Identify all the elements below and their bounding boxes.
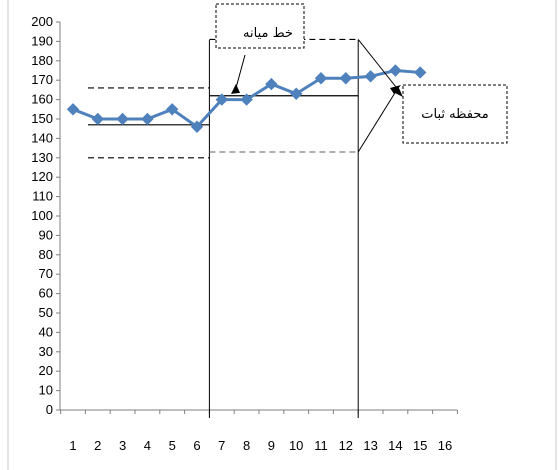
y-tick-label: 190 [31,33,53,48]
center-line-arrowhead [231,83,240,94]
y-tick-label: 160 [31,92,53,107]
x-tick-label: 6 [193,438,200,453]
x-tick-label: 1 [69,438,76,453]
data-point [289,87,303,100]
y-tick-label: 120 [31,169,53,184]
data-point [190,120,204,133]
y-tick-label: 150 [31,111,53,126]
x-tick-label: 14 [388,438,402,453]
y-tick-label: 110 [32,189,53,204]
x-tick-label: 4 [144,438,151,453]
y-tick-label: 80 [39,247,53,262]
data-point [165,103,179,116]
x-tick-label: 15 [413,438,427,453]
y-tick-label: 40 [39,324,53,339]
data-point [413,66,427,79]
x-tick-label: 16 [438,438,452,453]
y-tick-label: 60 [39,286,53,301]
stability-lower-arrow [357,87,399,153]
data-point [339,72,353,85]
y-tick-label: 140 [31,130,53,145]
phase-bands [88,38,359,418]
y-tick-label: 130 [31,150,53,165]
stability-envelope-label-box [402,84,508,144]
data-point [116,112,129,126]
x-tick-label: 13 [363,438,377,453]
x-tick-label: 3 [119,438,126,453]
x-tick-label: 11 [314,438,328,453]
x-tick-label: 7 [218,438,225,453]
stability-upper-arrow [357,39,401,93]
x-tick-label: 10 [289,438,303,453]
x-tick-label: 9 [268,438,275,453]
data-point [364,70,377,83]
x-tick-label: 8 [243,438,250,453]
y-tick-label: 20 [39,363,53,378]
data-point [240,93,253,106]
annotation-layer: خط میانه محفظه ثبات [215,3,508,153]
x-tick-label: 2 [94,438,101,453]
x-tick-label: 5 [169,438,176,453]
series-layer [66,64,427,133]
data-point [215,93,229,106]
data-point [91,112,105,126]
center-line-label: خط میانه [243,26,293,41]
data-point [66,103,80,116]
y-tick-label: 30 [39,344,53,359]
y-tick-label: 90 [39,227,53,242]
data-point [141,112,154,126]
axes: 0102030405060708090100110120130140150160… [31,14,458,453]
stability-envelope-label: محفظه ثبات [421,107,488,122]
y-tick-label: 70 [39,266,53,281]
data-point [314,72,328,85]
y-tick-label: 180 [31,53,53,68]
y-tick-label: 100 [31,208,53,223]
stability-lower-arrowhead [390,85,401,94]
y-tick-label: 0 [46,402,53,417]
y-tick-label: 10 [39,383,53,398]
data-point [389,64,402,77]
y-tick-label: 50 [39,305,53,320]
center-line-arrow [235,54,246,89]
y-tick-label: 200 [31,14,53,29]
x-tick-label: 12 [339,438,353,453]
center-line-label-box [215,3,305,49]
y-tick-label: 170 [31,72,53,87]
data-point [265,77,278,91]
stability-upper-arrowhead [393,86,403,97]
